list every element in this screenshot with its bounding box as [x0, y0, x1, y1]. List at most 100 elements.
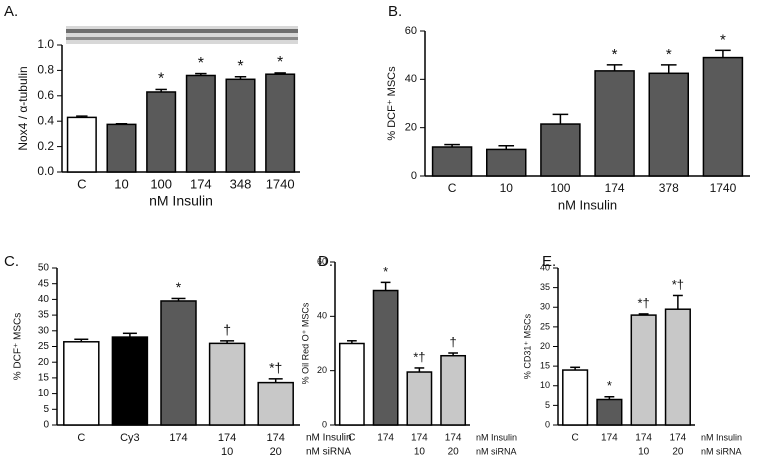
x-tick-label: 1740: [710, 181, 737, 195]
panel-label: A.: [4, 3, 18, 20]
bar: [257, 381, 294, 426]
x-tick-label: 174: [670, 433, 687, 444]
x-tick-label: 10: [500, 181, 514, 195]
x-tick-label: 174: [267, 432, 285, 444]
y-tick-label: 40: [540, 262, 550, 272]
y-tick-label: 30: [38, 325, 50, 336]
bar: [562, 369, 589, 426]
significance-mark: *†: [269, 360, 282, 376]
y-tick-label: 30: [540, 302, 550, 312]
x-tick-label: 174: [169, 432, 187, 444]
x-axis-label: nM Insulin: [149, 193, 213, 209]
y-tick-label: 20: [405, 122, 417, 134]
significance-mark: *†: [637, 295, 649, 310]
y-tick-label: 50: [38, 263, 50, 274]
bar: [208, 342, 246, 426]
y-tick-label: 25: [38, 341, 50, 352]
x-tick-label: 174: [190, 176, 212, 191]
x-tick-label: 10: [114, 176, 128, 191]
bar: [664, 308, 691, 426]
x-tick-label: 174: [601, 433, 618, 444]
y-tick-label: 35: [38, 310, 50, 321]
y-tick-label: 25: [540, 321, 550, 331]
x-tick-label: C: [77, 432, 85, 444]
bar: [440, 354, 467, 426]
significance-mark: *†: [413, 349, 425, 364]
significance-mark: *†: [672, 277, 684, 292]
bar: [486, 148, 527, 177]
y-tick-label: 15: [38, 373, 50, 384]
row-label: nM siRNA: [476, 446, 517, 456]
bar: [372, 289, 399, 426]
y-tick-label: 40: [38, 294, 50, 305]
x-sub-label: 20: [448, 447, 460, 458]
blot-band: [66, 37, 298, 40]
row-label: nM siRNA: [306, 447, 351, 458]
x-tick-label: 174: [635, 433, 652, 444]
y-tick-label: 5: [43, 404, 49, 415]
blot-background: [66, 26, 298, 44]
x-tick-label: C: [572, 433, 579, 444]
y-tick-label: 0: [411, 170, 417, 182]
y-axis-label: % DCF⁺ MSCs: [386, 66, 398, 141]
x-tick-label: 174: [445, 433, 462, 444]
y-axis-label: Nox4 / α-tubulin: [16, 66, 30, 150]
western-blot: [66, 26, 298, 44]
x-sub-label: 20: [270, 446, 282, 458]
x-sub-label: 10: [638, 447, 650, 458]
x-sub-label: 10: [221, 446, 233, 458]
bar: [160, 300, 197, 426]
y-tick-label: 20: [540, 341, 550, 351]
x-tick-label: 348: [230, 176, 252, 191]
x-tick-label: C: [448, 181, 457, 195]
significance-mark: *: [158, 71, 164, 88]
bar: [596, 398, 623, 426]
significance-mark: *: [237, 58, 243, 75]
x-tick-label: 174: [605, 181, 625, 195]
panel-label: B.: [388, 3, 402, 20]
bar: [146, 91, 177, 173]
y-tick-label: 0.0: [37, 164, 54, 178]
significance-mark: *: [607, 378, 612, 393]
x-tick-label: 1740: [266, 176, 295, 191]
bar: [106, 123, 137, 173]
y-tick-label: 40: [405, 73, 417, 85]
x-tick-label: Cy3: [120, 432, 140, 444]
y-tick-label: 45: [38, 278, 50, 289]
bar: [63, 341, 100, 426]
panel-label: D.: [318, 253, 333, 270]
bar: [431, 146, 473, 177]
y-tick-label: 0: [43, 420, 49, 431]
y-tick-label: 0: [545, 419, 550, 429]
y-tick-label: 15: [540, 361, 550, 371]
x-tick-label: 378: [659, 181, 679, 195]
x-tick-label: 100: [150, 176, 172, 191]
significance-mark: †: [450, 334, 457, 349]
bar: [406, 371, 433, 426]
y-tick-label: 60: [405, 25, 417, 37]
x-tick-label: C: [77, 176, 86, 191]
x-tick-label: C: [348, 433, 355, 444]
row-label: nM Insulin: [306, 433, 352, 444]
bar: [630, 314, 657, 426]
significance-mark: *: [277, 54, 283, 71]
y-tick-label: 20: [38, 357, 50, 368]
y-tick-label: 0.8: [37, 63, 54, 77]
significance-mark: †: [223, 322, 231, 338]
bar: [66, 116, 97, 173]
x-tick-label: 174: [411, 433, 428, 444]
y-tick-label: 5: [545, 400, 550, 410]
y-tick-label: 0.4: [37, 113, 54, 127]
y-tick-label: 40: [317, 311, 327, 321]
y-tick-label: 1.0: [37, 37, 54, 51]
y-tick-label: 0.6: [37, 88, 54, 102]
bar: [594, 70, 635, 177]
y-tick-label: 10: [540, 380, 550, 390]
bar: [338, 342, 365, 426]
y-tick-label: 35: [540, 282, 550, 292]
bar: [185, 74, 216, 173]
significance-mark: *: [666, 46, 672, 63]
row-label: nM siRNA: [701, 446, 742, 456]
significance-mark: *: [720, 31, 726, 48]
